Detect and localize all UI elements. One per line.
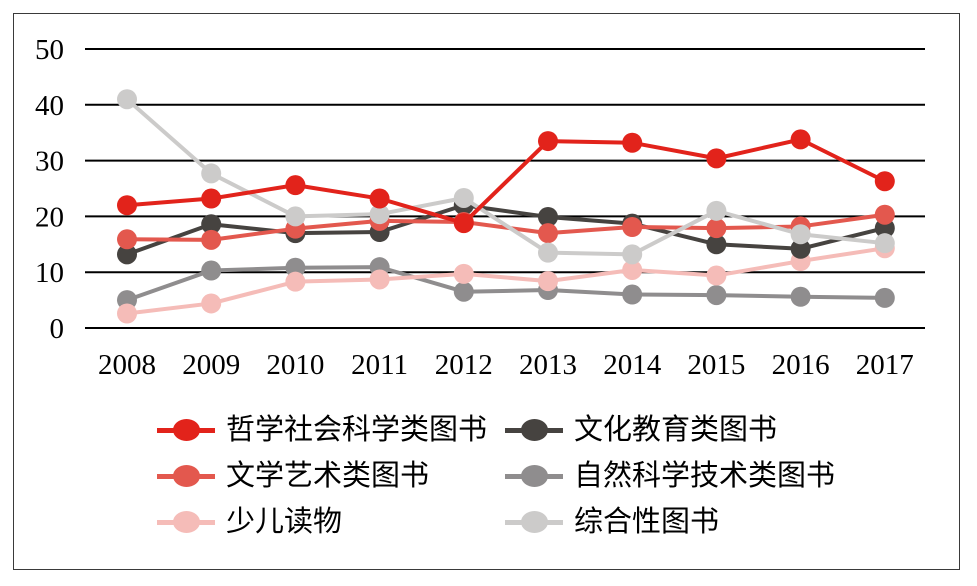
data-point-s5-2013 (538, 242, 558, 263)
data-point-s4-2010 (285, 271, 306, 292)
data-point-s3-2015 (706, 285, 727, 306)
data-point-s1-2013 (538, 206, 558, 227)
legend-item-wenxue: 文学艺术类图书 (157, 459, 505, 492)
legend-item-shaoer: 少儿读物 (157, 505, 505, 538)
data-point-s3-2012 (453, 281, 474, 302)
data-point-s5-2017 (874, 233, 895, 254)
data-point-s0-2008 (117, 195, 137, 216)
legend-marker-line-dot-icon (505, 418, 563, 442)
x-tick-label: 2015 (687, 349, 745, 381)
data-point-s5-2012 (453, 187, 474, 208)
data-point-s3-2014 (622, 284, 643, 305)
data-point-s3-2017 (874, 287, 895, 308)
x-tick-label: 2009 (182, 349, 240, 381)
x-tick-label: 2013 (519, 349, 577, 381)
x-tick-label: 2011 (351, 349, 408, 381)
legend-label: 文学艺术类图书 (226, 459, 430, 492)
y-tick-label: 0 (50, 313, 65, 345)
y-tick-label: 20 (35, 201, 64, 233)
x-tick-label: 2008 (98, 349, 156, 381)
series-line-5 (125, 97, 886, 257)
data-point-s5-2010 (285, 206, 306, 227)
data-point-s0-2013 (538, 131, 558, 152)
data-point-s4-2012 (453, 263, 474, 284)
data-point-s2-2013 (538, 223, 558, 244)
data-point-s4-2009 (201, 293, 222, 314)
data-point-s3-2016 (790, 286, 811, 307)
legend-marker-line-dot-icon (157, 510, 215, 534)
data-point-s0-2012 (453, 213, 474, 234)
chart-border-frame (13, 13, 960, 570)
data-point-s0-2016 (790, 129, 811, 150)
x-tick-label: 2016 (772, 349, 830, 381)
legend-item-ziran: 自然科学技术类图书 (505, 459, 935, 492)
y-tick-label: 40 (35, 90, 64, 122)
data-point-s1-2016 (790, 238, 811, 259)
series-line-4 (126, 246, 886, 316)
data-point-s0-2015 (706, 148, 727, 169)
data-point-s4-2013 (538, 271, 558, 292)
x-tick-label: 2010 (266, 349, 324, 381)
series-line-0 (126, 137, 886, 226)
y-tick-label: 10 (35, 257, 64, 289)
legend-marker-line-dot-icon (505, 464, 563, 488)
data-point-s5-2014 (622, 244, 643, 265)
x-tick-label: 2012 (435, 349, 493, 381)
data-point-s5-2015 (706, 200, 727, 221)
data-point-s5-2009 (201, 163, 222, 184)
legend-marker-line-dot-icon (505, 510, 563, 534)
legend-label: 文化教育类图书 (574, 413, 778, 446)
data-point-s1-2015 (706, 234, 727, 255)
data-point-s0-2017 (874, 171, 895, 192)
legend-item-zonghe: 综合性图书 (505, 505, 935, 538)
data-point-s1-2008 (117, 244, 137, 265)
legend-label: 自然科学技术类图书 (574, 459, 836, 492)
legend-label: 哲学社会科学类图书 (226, 413, 488, 446)
data-point-s5-2011 (369, 204, 390, 225)
data-point-s2-2009 (201, 229, 222, 250)
data-point-s2-2008 (117, 229, 137, 250)
data-point-s4-2014 (622, 259, 643, 280)
legend-marker-line-dot-icon (157, 418, 215, 442)
data-point-s2-2015 (706, 218, 727, 239)
legend-label: 少儿读物 (226, 505, 343, 538)
data-point-s3-2009 (201, 260, 222, 281)
data-point-s5-2008 (117, 89, 137, 110)
series-line-1 (126, 203, 886, 257)
series-line-3 (126, 265, 885, 302)
data-point-s1-2009 (201, 214, 222, 235)
data-point-s0-2009 (201, 188, 222, 209)
legend-item-wenhua: 文化教育类图书 (505, 413, 935, 446)
legend-item-zhexue: 哲学社会科学类图书 (157, 413, 505, 446)
data-point-s0-2010 (285, 175, 306, 196)
legend-label: 综合性图书 (574, 505, 720, 538)
data-point-s4-2015 (706, 265, 727, 286)
data-point-s3-2010 (285, 257, 306, 278)
y-tick-label: 30 (35, 146, 64, 178)
data-point-s4-2008 (117, 303, 137, 324)
legend-marker-line-dot-icon (157, 464, 215, 488)
chart-legend: 哲学社会科学类图书 文化教育类图书 文学艺术类图书 自然科学技术类图书 少儿读物 (157, 407, 935, 545)
data-point-s2-2017 (874, 204, 895, 225)
data-point-s2-2014 (622, 217, 643, 238)
x-tick-label: 2017 (856, 349, 914, 381)
y-tick-label: 50 (35, 34, 64, 66)
data-point-s5-2016 (790, 224, 811, 245)
data-point-s0-2014 (622, 132, 643, 153)
x-tick-label: 2014 (603, 349, 662, 381)
data-point-s0-2011 (369, 188, 390, 209)
data-point-s4-2011 (369, 269, 390, 290)
